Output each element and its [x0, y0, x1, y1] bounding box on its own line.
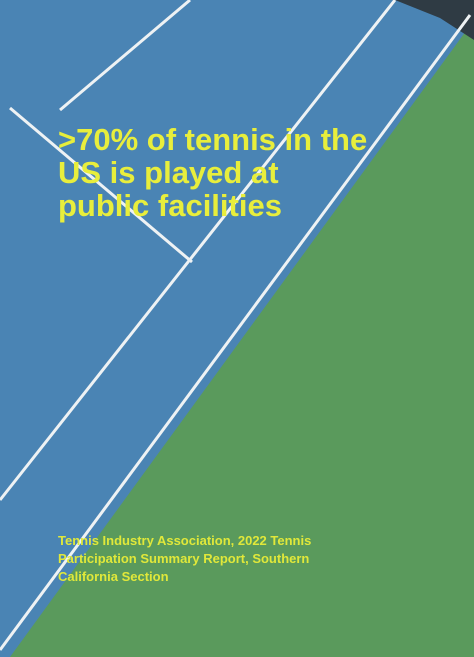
headline-line: >70% of tennis in the [58, 122, 367, 157]
headline-line: public facilities [58, 188, 282, 223]
source-line: Participation Summary Report, Southern [58, 551, 309, 566]
source-line: California Section [58, 569, 169, 584]
court-green [10, 20, 474, 657]
source-line: Tennis Industry Association, 2022 Tennis [58, 533, 311, 548]
source: Tennis Industry Association, 2022 Tennis… [58, 533, 311, 584]
headline-line: US is played at [58, 155, 279, 190]
net-corner [395, 0, 474, 40]
